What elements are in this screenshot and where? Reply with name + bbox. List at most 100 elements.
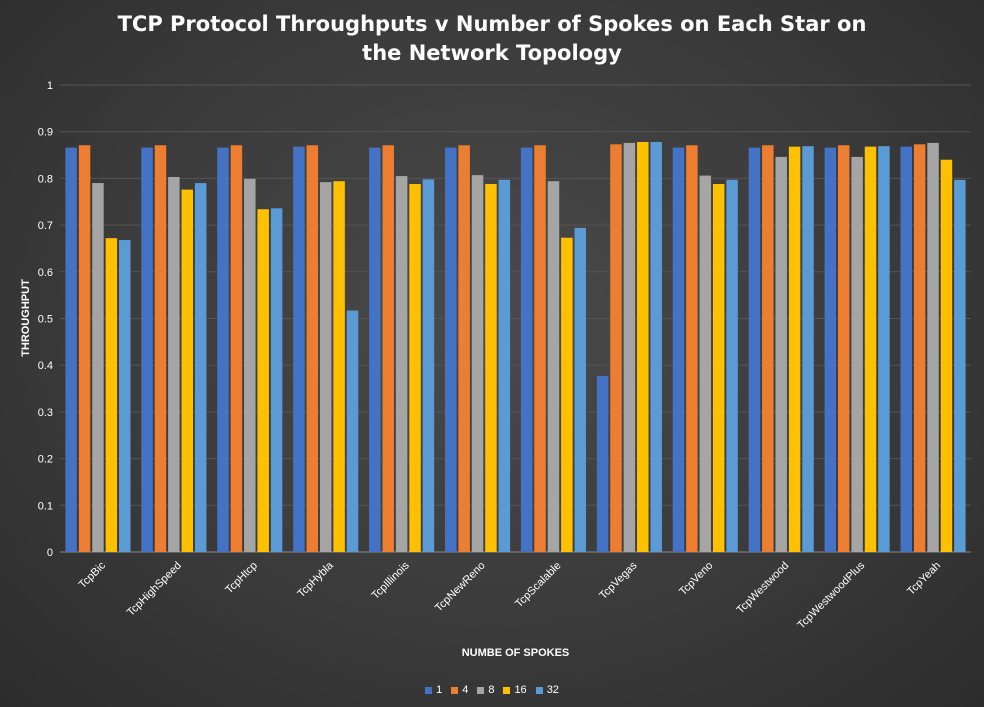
bar bbox=[382, 145, 394, 553]
x-tick-label: TcpWestwoodPlus bbox=[795, 559, 867, 631]
bar bbox=[498, 179, 511, 552]
y-tick-label: 0.8 bbox=[38, 173, 53, 185]
legend-label: 16 bbox=[514, 684, 527, 696]
y-tick-label: 0.7 bbox=[38, 220, 53, 232]
bar bbox=[900, 146, 912, 553]
bar bbox=[650, 141, 662, 552]
bar bbox=[712, 184, 725, 552]
legend-swatch bbox=[451, 686, 459, 694]
x-tick-label: TcpYeah bbox=[905, 560, 943, 598]
bar bbox=[409, 184, 421, 552]
bar bbox=[927, 142, 939, 552]
chart-title: TCP Protocol Throughputs v Number of Spo… bbox=[117, 12, 867, 65]
y-tick-label: 0.5 bbox=[38, 314, 53, 326]
bar bbox=[270, 208, 283, 552]
bar bbox=[520, 147, 533, 552]
x-tick-label: TcpNewReno bbox=[433, 560, 488, 615]
bar bbox=[878, 146, 890, 552]
bar bbox=[257, 209, 269, 553]
y-axis-label: THROUGHPUT bbox=[20, 279, 32, 357]
bar bbox=[596, 375, 609, 552]
legend-label: 1 bbox=[436, 684, 443, 696]
x-tick-label: TcpWestwood bbox=[735, 560, 792, 617]
legend-swatch bbox=[477, 686, 485, 694]
bar bbox=[244, 178, 256, 552]
bar bbox=[788, 146, 801, 553]
bar bbox=[319, 182, 332, 553]
bar bbox=[623, 142, 636, 552]
bar bbox=[105, 238, 118, 552]
legend-label: 32 bbox=[546, 684, 559, 696]
legend-swatch bbox=[503, 686, 511, 694]
legend-swatch bbox=[535, 686, 543, 694]
bar bbox=[78, 145, 91, 553]
bar bbox=[181, 189, 194, 552]
bar bbox=[824, 147, 837, 552]
bar bbox=[940, 159, 953, 552]
bar bbox=[775, 156, 787, 552]
bar bbox=[851, 156, 863, 552]
bar bbox=[534, 145, 546, 553]
bar bbox=[864, 146, 877, 553]
bar bbox=[458, 145, 470, 553]
bar bbox=[610, 144, 622, 552]
bar bbox=[471, 175, 484, 553]
bar bbox=[306, 145, 319, 553]
legend-item: 4 bbox=[451, 684, 468, 696]
x-tick-label: TcpHybla bbox=[295, 559, 336, 600]
bar bbox=[637, 141, 649, 552]
bar bbox=[444, 147, 457, 552]
legend-item: 8 bbox=[477, 684, 494, 696]
bar bbox=[422, 179, 435, 553]
bar bbox=[154, 145, 167, 553]
bar bbox=[913, 144, 926, 552]
bar bbox=[574, 227, 587, 553]
x-tick-label: TcpScalable bbox=[513, 560, 563, 610]
bar bbox=[168, 176, 180, 552]
x-tick-label: TcpVeno bbox=[677, 560, 715, 598]
y-tick-label: 0.4 bbox=[38, 360, 53, 372]
bar bbox=[762, 145, 774, 553]
legend-item: 1 bbox=[425, 684, 442, 696]
y-tick-label: 0.3 bbox=[38, 407, 53, 419]
legend-item: 32 bbox=[535, 684, 559, 696]
bar bbox=[954, 179, 966, 552]
legend-label: 4 bbox=[462, 684, 469, 696]
x-axis-label: NUMBE OF SPOKES bbox=[461, 647, 570, 659]
bar bbox=[369, 147, 381, 552]
bar bbox=[686, 145, 698, 553]
y-tick-label: 0.1 bbox=[38, 500, 53, 512]
legend-label: 8 bbox=[488, 684, 495, 696]
bar bbox=[395, 176, 408, 552]
legend-item: 16 bbox=[503, 684, 527, 696]
bar bbox=[547, 181, 560, 552]
y-tick-label: 0.9 bbox=[38, 127, 53, 139]
y-tick-label: 0.2 bbox=[38, 454, 53, 466]
bar bbox=[141, 147, 153, 552]
x-tick-label: TcpBic bbox=[77, 559, 109, 591]
y-tick-label: 1 bbox=[47, 80, 53, 92]
legend-swatch bbox=[425, 686, 433, 694]
bar bbox=[748, 147, 761, 552]
bar bbox=[346, 310, 359, 552]
bar bbox=[726, 179, 738, 552]
bar bbox=[119, 240, 131, 552]
bar bbox=[92, 183, 104, 552]
legend: 1 4 8 16 32 bbox=[0, 684, 984, 696]
bar bbox=[293, 146, 305, 553]
bar bbox=[699, 175, 712, 552]
bar bbox=[802, 146, 814, 552]
bar bbox=[230, 145, 243, 553]
bar bbox=[194, 183, 207, 552]
x-tick-label: TcpVegas bbox=[597, 559, 640, 602]
y-tick-label: 0 bbox=[47, 547, 53, 559]
x-tick-label: TcpHighSpeed bbox=[125, 560, 184, 619]
bar bbox=[485, 184, 497, 552]
bar bbox=[672, 147, 685, 552]
bar bbox=[837, 145, 850, 553]
bar bbox=[333, 181, 345, 552]
bar bbox=[65, 147, 77, 552]
bar bbox=[561, 237, 573, 553]
